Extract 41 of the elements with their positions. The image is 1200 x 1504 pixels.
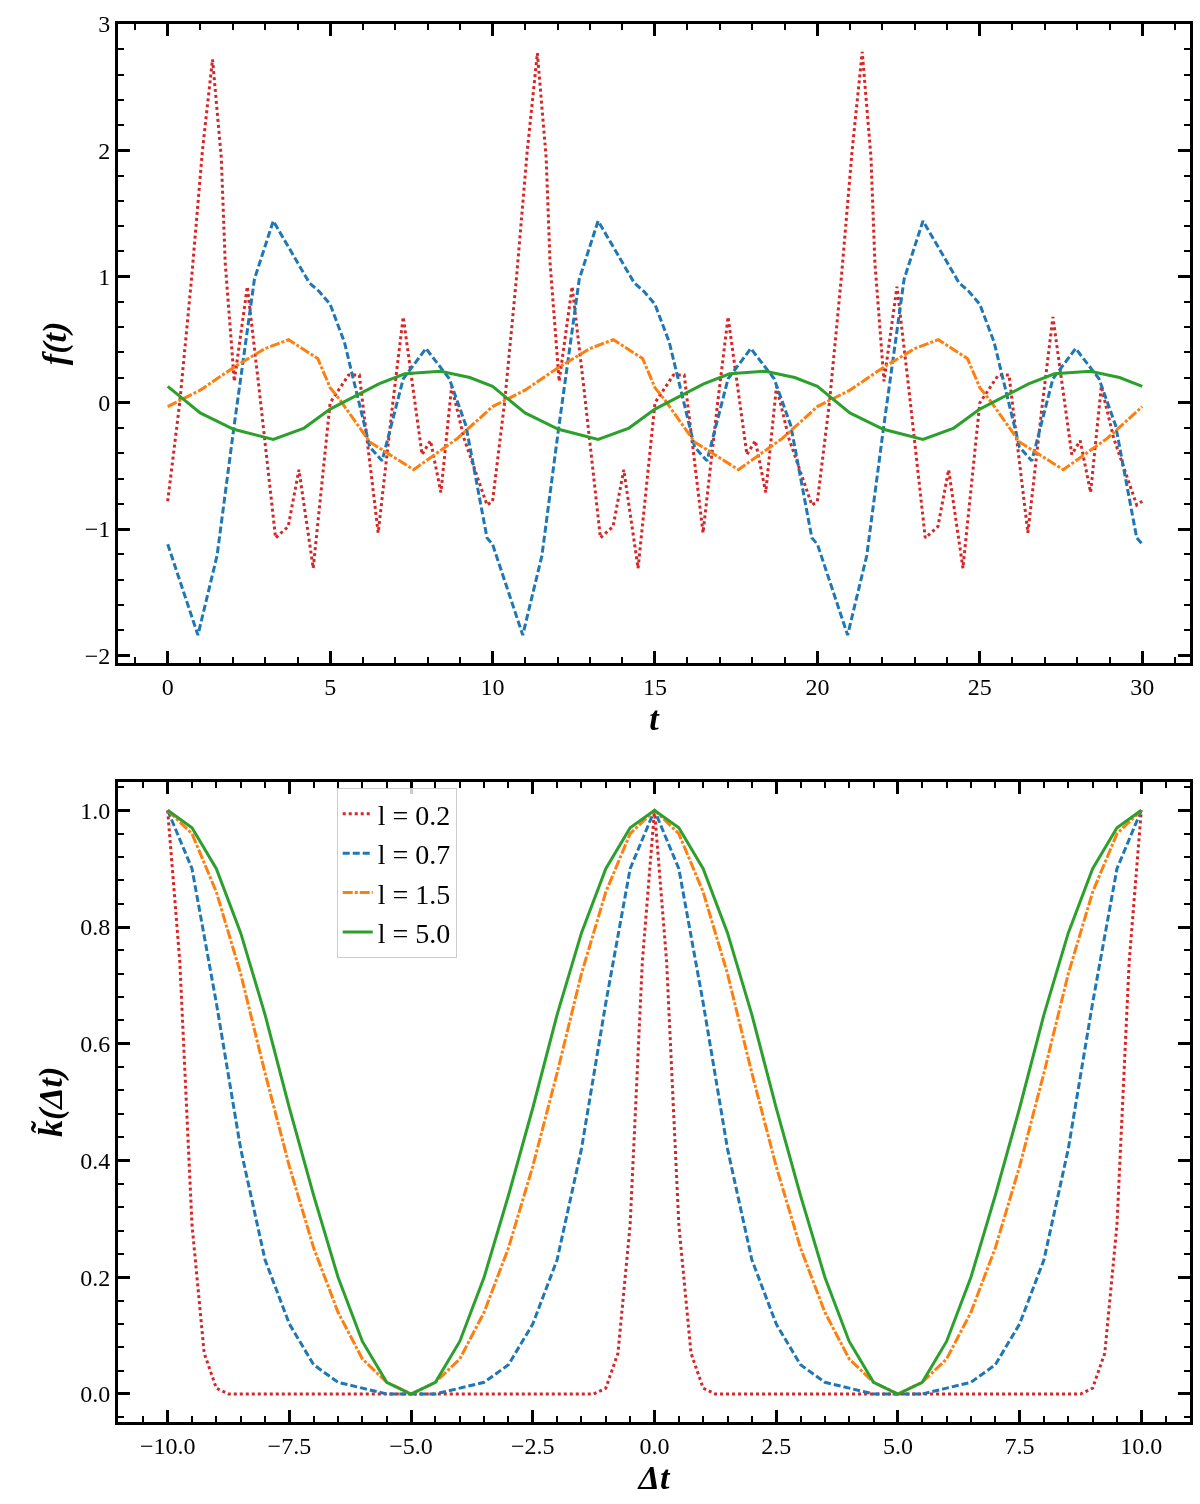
line-series bbox=[166, 369, 1144, 441]
line-series bbox=[166, 219, 1144, 637]
y-tick-label: 0 bbox=[98, 390, 111, 417]
x-axis-title: t bbox=[649, 699, 661, 737]
y-tick-label: 2 bbox=[98, 137, 111, 164]
legend-label: l = 5.0 bbox=[377, 917, 451, 949]
x-tick-label: −10.0 bbox=[139, 1432, 196, 1459]
y-tick-label: 0.2 bbox=[80, 1264, 111, 1291]
y-tick-label: 0.8 bbox=[80, 914, 111, 941]
x-tick-label: 7.5 bbox=[1004, 1432, 1035, 1459]
x-tick-label: 10.0 bbox=[1120, 1432, 1163, 1459]
x-tick-label: 25 bbox=[967, 673, 992, 700]
line-series bbox=[166, 808, 1143, 1396]
x-tick-label: −2.5 bbox=[511, 1432, 555, 1459]
x-tick-label: 20 bbox=[805, 673, 830, 700]
y-tick-label: 0.6 bbox=[80, 1031, 111, 1058]
legend-label: l = 0.7 bbox=[377, 839, 451, 871]
x-tick-label: 5.0 bbox=[882, 1432, 913, 1459]
y-tick-label: 1 bbox=[98, 263, 111, 290]
x-tick-label: 30 bbox=[1130, 673, 1155, 700]
y-axis-title: f(t) bbox=[36, 321, 75, 366]
x-tick-label: 15 bbox=[642, 673, 667, 700]
x-tick-label: 0.0 bbox=[639, 1432, 670, 1459]
y-axis-title: k̃(Δt) bbox=[31, 1066, 70, 1138]
y-tick-label: 3 bbox=[98, 11, 111, 38]
x-tick-label: 2.5 bbox=[761, 1432, 792, 1459]
legend-label: l = 0.2 bbox=[377, 799, 451, 831]
x-tick-label: −7.5 bbox=[267, 1432, 312, 1459]
line-series bbox=[166, 338, 1144, 472]
legend-label: l = 1.5 bbox=[377, 878, 451, 910]
x-tick-label: 10 bbox=[480, 673, 505, 700]
x-tick-label: 0 bbox=[161, 673, 174, 700]
y-tick-label: −1 bbox=[84, 516, 111, 543]
y-tick-label: −2 bbox=[84, 642, 111, 669]
y-tick-label: 1.0 bbox=[80, 797, 111, 824]
y-tick-label: 0.0 bbox=[80, 1381, 111, 1408]
line-series bbox=[166, 50, 1144, 570]
y-tick-label: 0.4 bbox=[80, 1147, 111, 1174]
x-tick-label: 5 bbox=[324, 673, 337, 700]
x-axis-title: Δt bbox=[636, 1458, 671, 1496]
x-tick-label: −5.0 bbox=[389, 1432, 433, 1459]
